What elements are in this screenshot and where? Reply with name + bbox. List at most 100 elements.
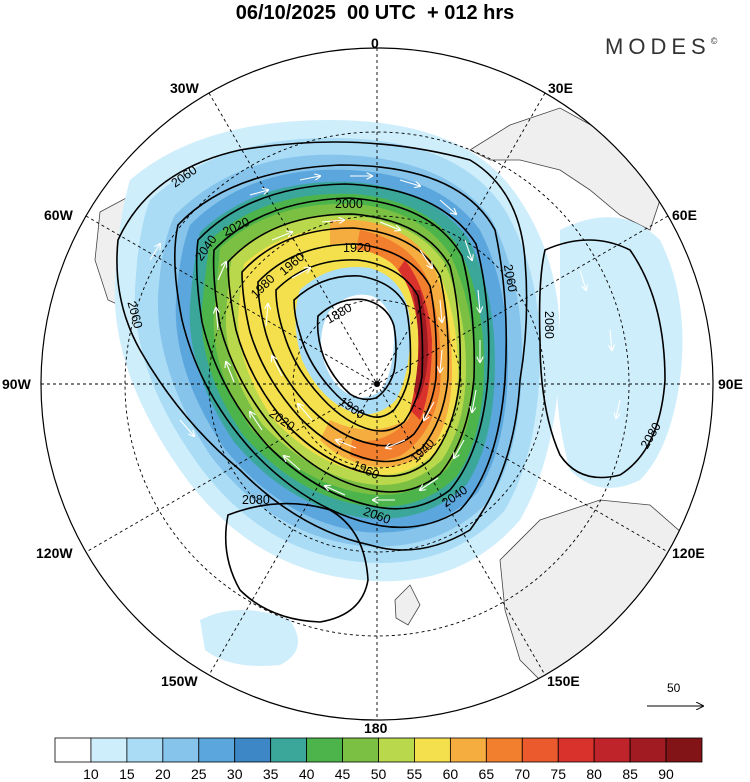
colorbar-swatch	[521, 737, 559, 763]
contour-1880	[316, 298, 397, 401]
lon-label-90e: 90E	[718, 376, 743, 392]
contour-2020	[195, 183, 490, 510]
colorbar-swatch	[306, 737, 343, 763]
wind-arrow	[250, 412, 263, 431]
colorbar-tick-label: 90	[658, 766, 674, 782]
wind-arrow	[149, 244, 160, 261]
colorbar-swatch	[54, 737, 92, 763]
wind-arrow	[424, 401, 435, 420]
lon-label-120e: 120E	[672, 545, 705, 561]
land-australia	[499, 499, 701, 701]
colorbar-tick-label: 10	[83, 766, 99, 782]
land-new-zealand	[394, 584, 421, 626]
wind-arrow	[454, 439, 465, 458]
wind-arrow	[579, 269, 586, 290]
colorbar-tick-label: 65	[479, 766, 495, 782]
lon-label-30e: 30E	[548, 80, 573, 96]
colorbar-tick-label: 25	[191, 766, 207, 782]
height-contours	[116, 141, 666, 623]
colorbar-tick-label: 40	[299, 766, 315, 782]
contour-2080-east	[538, 239, 666, 479]
wind-arrow	[226, 362, 235, 383]
wind-arrow	[419, 249, 432, 268]
wind-arrow	[298, 404, 313, 421]
wind-arrow	[379, 221, 400, 230]
lon-label-60w: 60W	[44, 207, 74, 223]
shade-85	[412, 290, 428, 400]
lon-label-0: 0	[371, 35, 379, 51]
colorbar-tick-label: 85	[622, 766, 638, 782]
wind-arrow	[284, 456, 301, 471]
colorbar-swatch	[414, 737, 451, 763]
wind-arrow	[299, 176, 320, 181]
contour-2000	[212, 197, 476, 493]
colorbar-swatch	[234, 737, 272, 763]
contour-label: 2080	[542, 311, 556, 339]
wind-arrow	[440, 349, 442, 372]
south-pole-marker	[374, 381, 380, 387]
colorbar-tick-label: 60	[443, 766, 459, 782]
wind-arrow	[610, 329, 612, 350]
lon-label-120w: 120W	[36, 545, 73, 561]
colorbar-tick-label: 75	[550, 766, 566, 782]
wind-arrow	[440, 299, 442, 322]
contour-label: 2080	[242, 493, 270, 507]
wind-arrow	[325, 486, 346, 496]
land-africa	[469, 107, 661, 231]
wind-arrow	[271, 232, 292, 241]
wind-arrow	[464, 239, 472, 260]
reference-vector-key: 50	[647, 681, 703, 706]
wind-vectors	[149, 176, 621, 500]
contour-1960	[241, 227, 450, 463]
lon-label-150e: 150E	[547, 673, 580, 689]
shade-inner-white	[321, 294, 394, 398]
wind-arrow	[472, 389, 477, 412]
colorbar-swatch	[126, 737, 164, 763]
brand-logo: MODES©	[605, 34, 717, 60]
contour-1940	[257, 243, 438, 447]
reference-vector-label: 50	[667, 681, 681, 695]
contour-2040	[174, 164, 508, 529]
colorbar-tick-label: 55	[407, 766, 423, 782]
wind-arrow	[616, 399, 621, 418]
colorbar-tick-label: 45	[335, 766, 351, 782]
contour-2080-south	[224, 502, 369, 623]
contour-label: 1920	[343, 241, 371, 255]
colorbar-swatch	[378, 737, 415, 763]
wind-arrow	[266, 304, 268, 327]
colorbar-swatch	[198, 737, 236, 763]
wind-arrow	[399, 179, 420, 186]
contour-1920	[275, 259, 424, 432]
wind-arrow	[216, 308, 218, 331]
wind-arrow	[478, 289, 480, 312]
lon-label-60e: 60E	[672, 207, 697, 223]
colorbar-swatch	[162, 737, 200, 763]
copyright-mark: ©	[710, 36, 718, 46]
wind-arrow	[291, 268, 310, 279]
colorbar-swatch	[270, 737, 308, 763]
colorbar-swatch	[485, 737, 523, 763]
colorbar-tick-label: 80	[586, 766, 602, 782]
wind-arrow	[420, 477, 439, 490]
colorbar-swatch	[557, 737, 595, 763]
wind-arrow	[336, 440, 357, 449]
shade-southwest-blob	[200, 610, 298, 666]
longitude-labels: 0 30E 60E 90E 120E 150E 180 150W 120W 90…	[2, 35, 743, 736]
contour-label: 2060	[501, 263, 520, 293]
contour-1900	[293, 275, 412, 418]
colorbar-tick-label: 50	[371, 766, 387, 782]
map-boundary	[40, 47, 714, 721]
colorbar-tick-label: 15	[119, 766, 135, 782]
colorbar-swatch	[629, 737, 667, 763]
wind-arrow	[217, 262, 226, 281]
lon-label-90w: 90W	[2, 376, 32, 392]
contour-1980	[227, 213, 462, 477]
colorbar-tick-label: 70	[514, 766, 530, 782]
shade-east-blob	[556, 217, 683, 488]
colorbar-swatch	[90, 737, 128, 763]
lon-label-150w: 150W	[161, 673, 198, 689]
contour-label: 2060	[125, 299, 146, 330]
colorbar-swatch	[449, 737, 487, 763]
wind-arrow	[179, 419, 194, 436]
